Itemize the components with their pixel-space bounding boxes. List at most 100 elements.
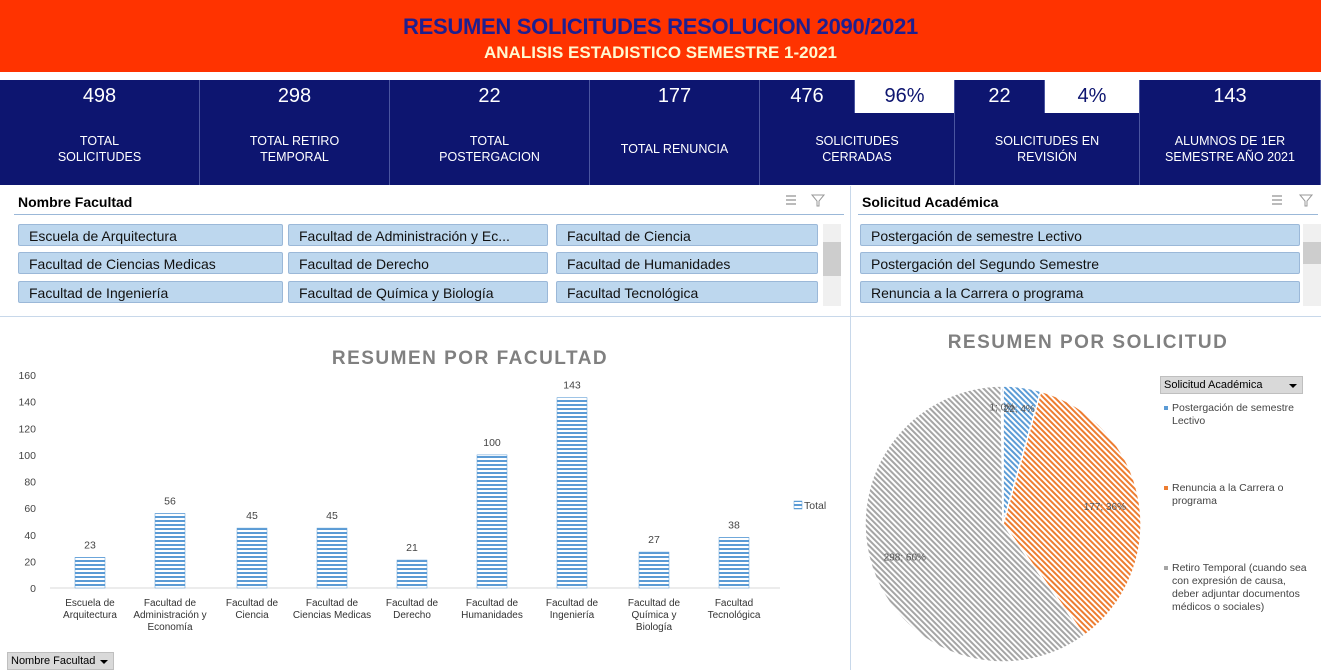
y-tick-label: 40 [24, 530, 36, 542]
data-label: 1; 0% [989, 403, 1015, 414]
header: RESUMEN SOLICITUDES RESOLUCION 2090/2021… [0, 0, 1321, 72]
kpi-label: SOLICITUDES CERRADAS [760, 113, 955, 185]
kpi-label: ALUMNOS DE 1ER SEMESTRE AÑO 2021 [1140, 113, 1321, 185]
bar [236, 527, 268, 589]
x-tick-label: Facultad de Ciencia [225, 598, 279, 621]
kpi-label: TOTAL RETIRO TEMPORAL [200, 113, 390, 185]
x-tick-label: Facultad de Ingeniería [545, 598, 599, 621]
chart-title: RESUMEN POR FACULTAD [332, 348, 608, 369]
y-tick-label: 140 [18, 397, 36, 409]
legend-swatch [1164, 566, 1168, 570]
data-label: 45 [246, 510, 258, 522]
slicer-title: Nombre Facultad [18, 194, 133, 210]
y-tick-label: 0 [30, 583, 36, 595]
y-tick-label: 100 [18, 450, 36, 462]
x-tick-label: Facultad de Humanidades [461, 598, 523, 621]
slicer-rule [14, 214, 844, 215]
kpi-value: 498 [0, 80, 200, 113]
kpi-label: SOLICITUDES EN REVISIÓN [955, 113, 1140, 185]
x-tick-label: Escuela de Arquitectura [63, 598, 117, 621]
slicer-item[interactable]: Facultad de Ingeniería [18, 281, 283, 303]
filter-button[interactable]: Nombre Facultad [7, 652, 115, 670]
slicer-item[interactable]: Facultad de Química y Biología [288, 281, 548, 303]
kpi-label-text: TOTAL SOLICITUDES [57, 134, 142, 164]
slicer-item[interactable]: Facultad de Derecho [288, 252, 548, 274]
slicer-item[interactable]: Postergación de semestre Lectivo [860, 224, 1300, 246]
y-tick-label: 160 [18, 370, 36, 382]
data-label: 21 [406, 542, 418, 554]
slicer-item[interactable]: Postergación del Segundo Semestre [860, 252, 1300, 274]
clear-filter-icon[interactable] [810, 194, 826, 207]
pie-slice [864, 385, 1086, 663]
slicer-icons [786, 194, 1314, 207]
kpi-label: TOTAL POSTERGACION [390, 113, 590, 185]
kpi-labels: TOTAL SOLICITUDES TOTAL RETIRO TEMPORAL … [0, 113, 1321, 185]
slicer-title: Solicitud Académica [862, 194, 999, 210]
kpi-value: 177 [590, 80, 760, 113]
slicer-item[interactable]: Facultad de Ciencia [556, 224, 818, 246]
slicer-item[interactable]: Facultad de Ciencias Medicas [18, 252, 283, 274]
bar [154, 513, 186, 589]
multi-select-icon[interactable] [1272, 195, 1282, 205]
kpi-label-text: TOTAL RETIRO TEMPORAL [249, 134, 340, 164]
divider [850, 186, 851, 670]
y-tick-label: 80 [24, 477, 36, 489]
data-label: 298; 60% [884, 553, 926, 564]
divider [0, 316, 1321, 317]
kpi-value: 22 [390, 80, 590, 113]
multi-select-icon[interactable] [786, 195, 796, 205]
bar [74, 557, 106, 589]
slicer-item[interactable]: Facultad de Administración y Ec... [288, 224, 548, 246]
data-label: 23 [84, 539, 96, 551]
y-tick-label: 60 [24, 503, 36, 515]
data-label: 27 [648, 534, 660, 546]
pie-slice [1000, 385, 1004, 525]
scrollbar[interactable] [1303, 224, 1321, 306]
legend-entry: Renuncia a la Carrera o programa [1164, 482, 1312, 508]
kpi-label: TOTAL RENUNCIA [590, 113, 760, 185]
kpi-values: 498 298 22 177 476 96% 22 4% 143 [0, 80, 1321, 113]
bar [316, 527, 348, 589]
slicer-item[interactable]: Facultad de Humanidades [556, 252, 818, 274]
x-tick-label: Facultad Tecnológica [707, 598, 761, 621]
y-tick-label: 120 [18, 423, 36, 435]
kpi-label-text: ALUMNOS DE 1ER SEMESTRE AÑO 2021 [1165, 134, 1295, 164]
legend-swatch [793, 500, 803, 510]
kpi-value: 298 [200, 80, 390, 113]
data-label: 38 [728, 519, 740, 531]
legend-swatch [1164, 406, 1168, 410]
title: RESUMEN SOLICITUDES RESOLUCION 2090/2021 [403, 14, 918, 39]
subtitle: ANALISIS ESTADISTICO SEMESTRE 1-2021 [484, 43, 837, 62]
chart-title: RESUMEN POR SOLICITUD [948, 332, 1229, 353]
bar [556, 397, 588, 589]
x-tick-label: Facultad de Ciencias Medicas [292, 598, 372, 621]
data-label: 45 [326, 510, 338, 522]
kpi-label-text: SOLICITUDES EN REVISIÓN [994, 134, 1100, 164]
kpi-label-text: TOTAL RENUNCIA [620, 142, 729, 156]
charts: RESUMEN POR FACULTAD 0 20 40 60 80 100 120 140 16… [18, 332, 1229, 663]
bar [718, 537, 750, 589]
x-tick-label: Facultad de Administración y Economía [133, 598, 207, 633]
data-label: 56 [164, 495, 176, 507]
legend-filter[interactable]: Solicitud Académica [1160, 376, 1303, 394]
kpi-label-text: TOTAL POSTERGACION [439, 134, 540, 164]
kpi-label-text: SOLICITUDES CERRADAS [815, 134, 899, 164]
legend-swatch [1164, 486, 1168, 490]
scrollbar[interactable] [823, 224, 841, 306]
bar [396, 559, 428, 589]
bar [638, 551, 670, 589]
x-tick-label: Facultad de Química y Biología [627, 598, 681, 633]
data-label: 177; 36% [1084, 502, 1126, 513]
data-label: 100 [483, 437, 501, 449]
data-label: 143 [563, 380, 581, 392]
data-label: 22; 4% [1004, 404, 1035, 415]
kpi-value: 22 [955, 80, 1045, 113]
kpi-value: 476 [760, 80, 855, 113]
legend-entry: Retiro Temporal (cuando sea con expresió… [1164, 562, 1312, 614]
y-tick-label: 20 [24, 556, 36, 568]
slicer-item[interactable]: Escuela de Arquitectura [18, 224, 283, 246]
slicer-item[interactable]: Facultad Tecnológica [556, 281, 818, 303]
slicer-item[interactable]: Renuncia a la Carrera o programa [860, 281, 1300, 303]
clear-filter-icon[interactable] [1298, 194, 1314, 207]
